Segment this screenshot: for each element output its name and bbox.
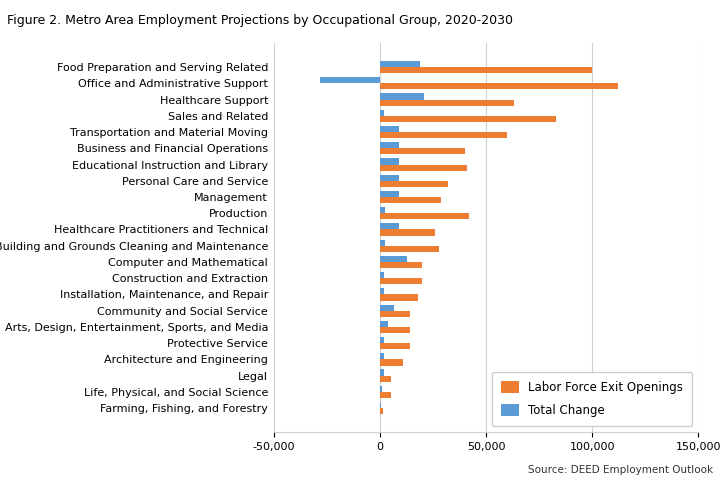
Bar [380, 158, 399, 165]
Bar [380, 99, 513, 106]
Bar [380, 116, 556, 122]
Bar [380, 213, 469, 219]
Bar [380, 262, 422, 268]
Bar [380, 353, 384, 360]
Bar [380, 61, 420, 67]
Bar [380, 191, 399, 197]
Bar [380, 311, 410, 317]
Bar [380, 288, 384, 294]
Bar [380, 392, 392, 398]
Bar [380, 132, 507, 138]
Bar [380, 207, 385, 213]
Bar [380, 272, 384, 278]
Bar [380, 142, 399, 148]
Bar [380, 321, 388, 327]
Bar [320, 77, 380, 84]
Bar [380, 240, 385, 246]
Bar [380, 360, 403, 366]
Bar [380, 181, 448, 187]
Bar [380, 229, 435, 236]
Bar [380, 370, 384, 376]
Bar [380, 165, 467, 171]
Bar [380, 278, 422, 284]
Bar [380, 376, 392, 382]
Bar [380, 386, 382, 392]
Text: Source: DEED Employment Outlook: Source: DEED Employment Outlook [528, 465, 713, 475]
Bar [380, 126, 399, 132]
Bar [380, 304, 394, 311]
Bar [380, 223, 399, 229]
Bar [380, 327, 410, 333]
Bar [380, 343, 410, 349]
Bar [380, 67, 593, 73]
Bar [380, 337, 384, 343]
Bar [380, 294, 418, 300]
Bar [380, 148, 465, 155]
Bar [380, 109, 384, 116]
Bar [380, 175, 399, 181]
Bar [380, 402, 381, 408]
Bar [380, 256, 408, 262]
Bar [380, 197, 441, 203]
Text: Figure 2. Metro Area Employment Projections by Occupational Group, 2020-2030: Figure 2. Metro Area Employment Projecti… [7, 14, 513, 27]
Bar [380, 93, 424, 99]
Bar [380, 246, 439, 252]
Bar [380, 408, 383, 414]
Legend: Labor Force Exit Openings, Total Change: Labor Force Exit Openings, Total Change [492, 372, 693, 426]
Bar [380, 84, 618, 89]
